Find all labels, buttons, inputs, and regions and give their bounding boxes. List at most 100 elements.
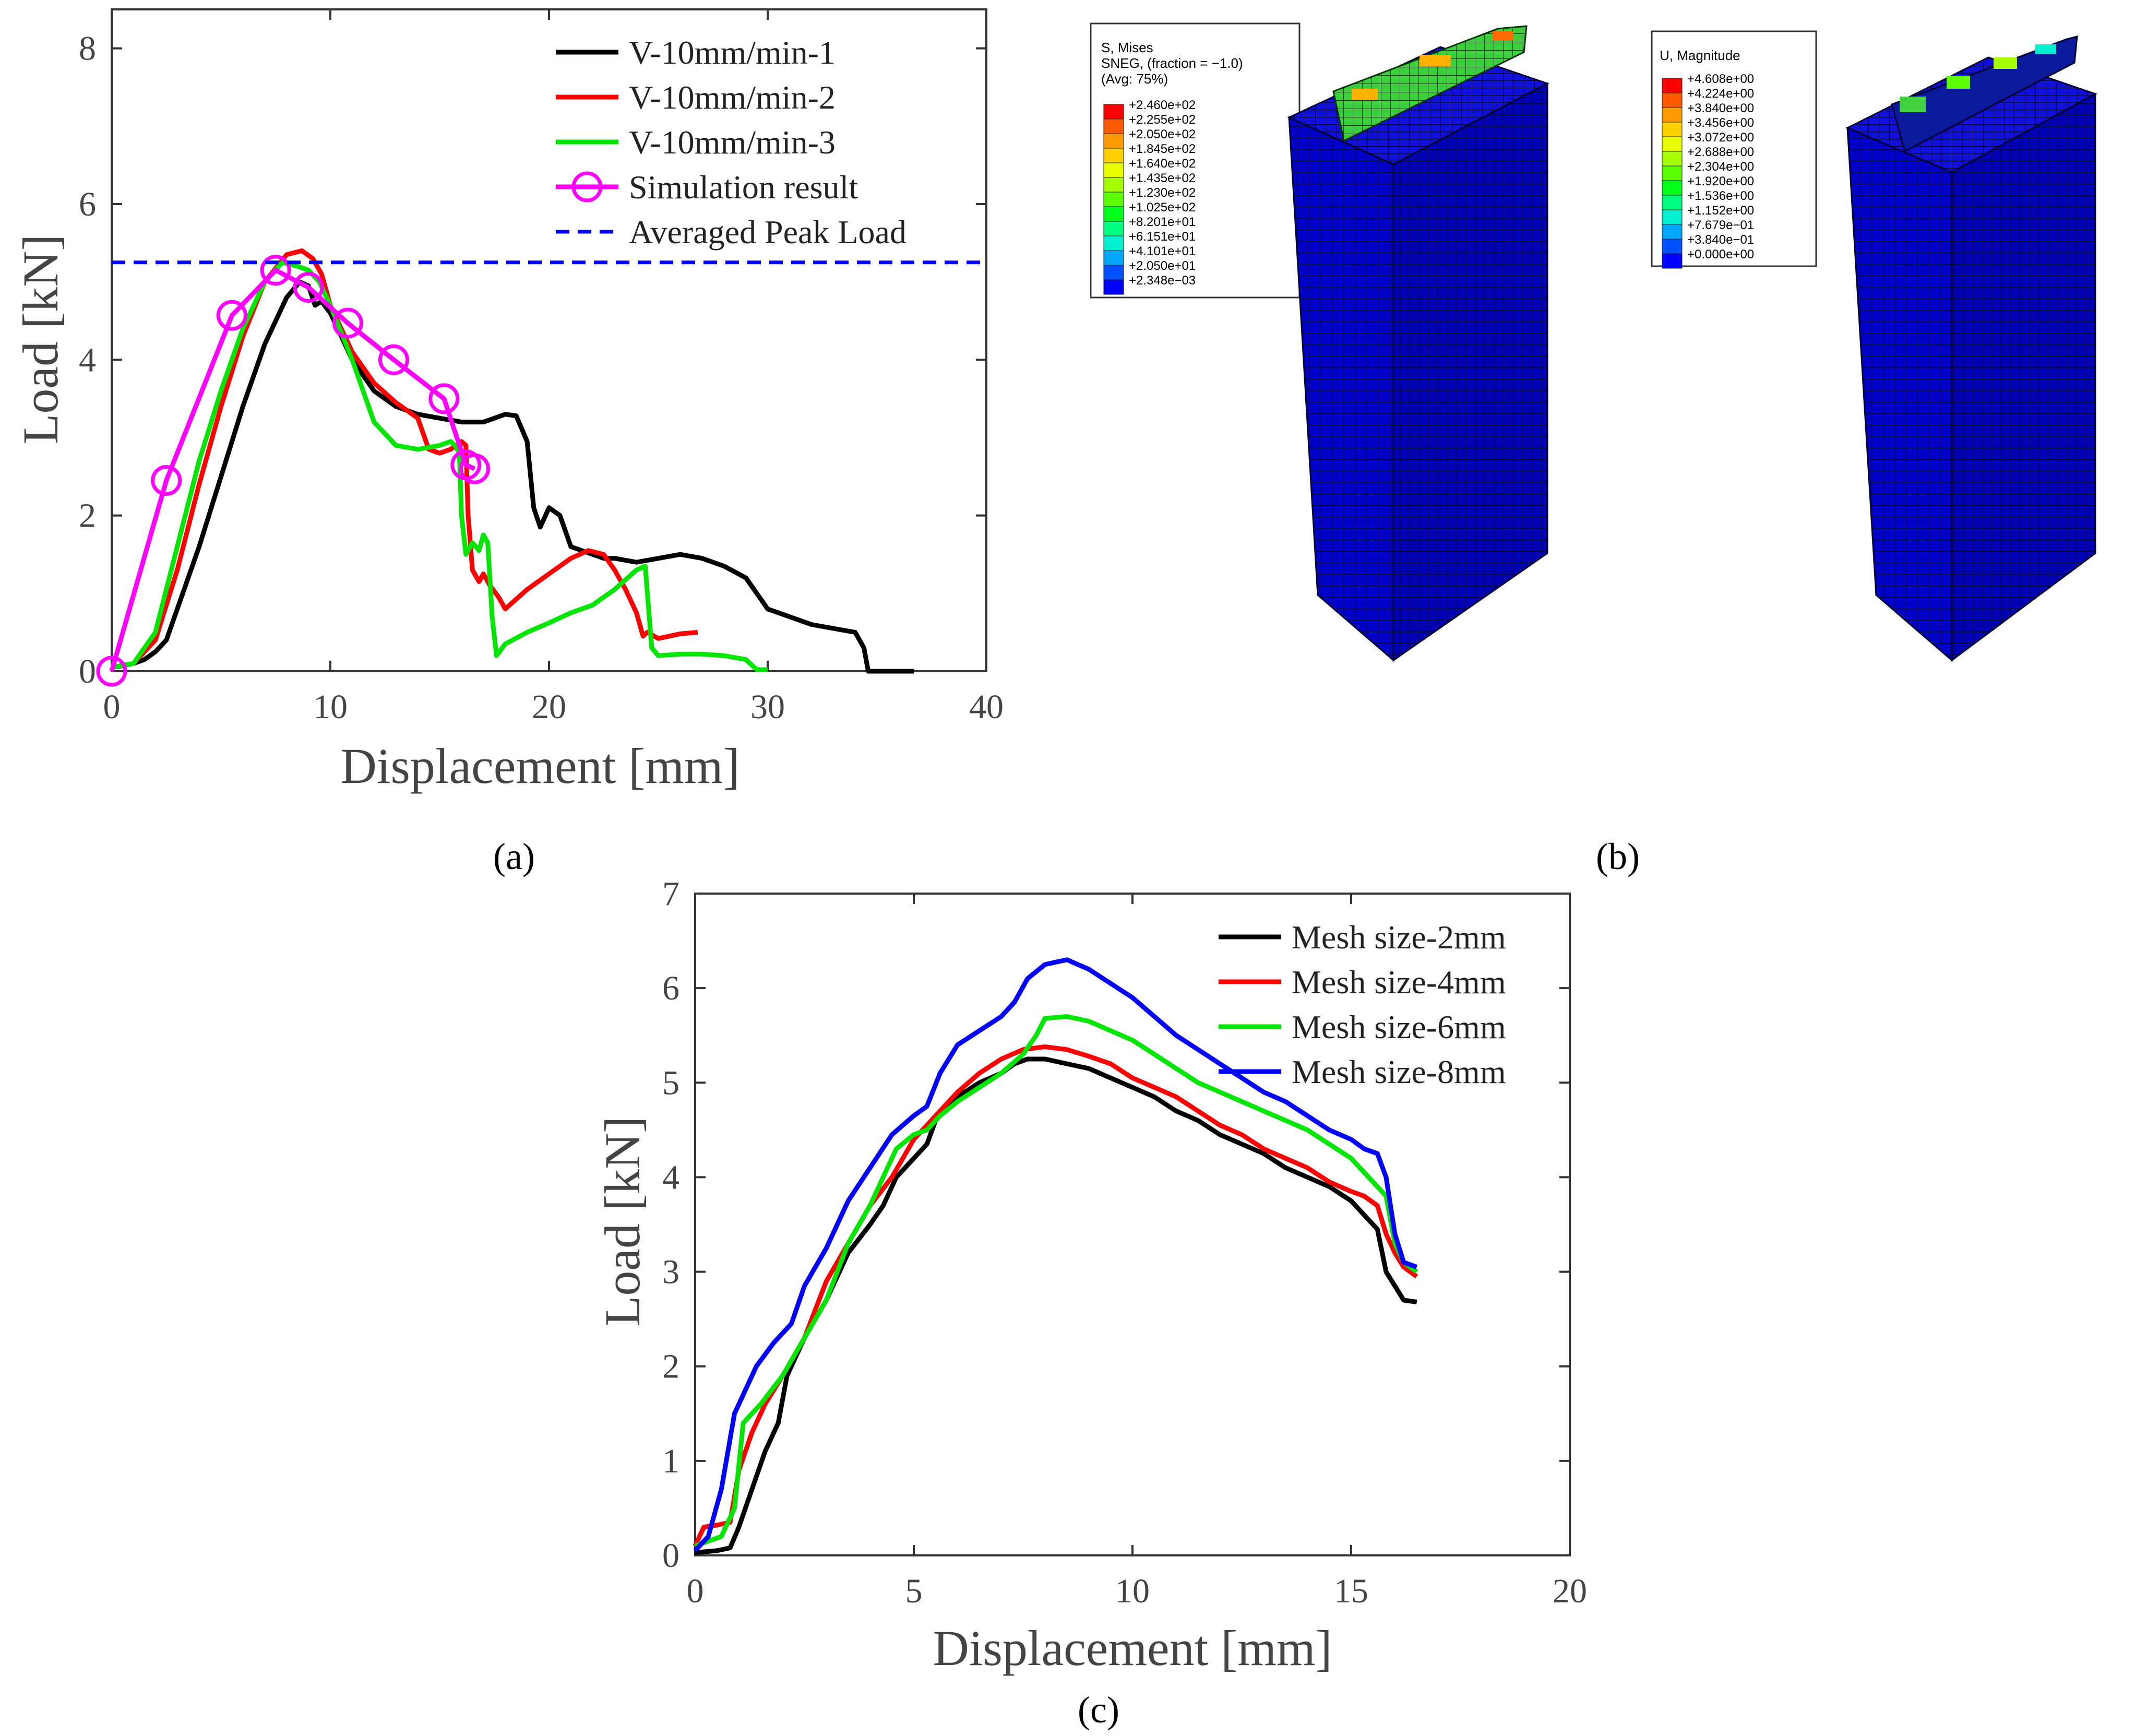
x-tick-label: 10	[1115, 1572, 1150, 1610]
x-tick-label: 15	[1334, 1572, 1368, 1610]
model-side-face	[1951, 92, 2096, 662]
displacement-model	[1845, 35, 2097, 662]
colorbar-swatch	[1103, 192, 1124, 207]
colorbar-value: +1.536e+00	[1687, 189, 1754, 203]
colorbar-value: +2.460e+02	[1129, 98, 1196, 112]
series-line-0	[111, 279, 914, 674]
panel-label-c: (c)	[1078, 1689, 1119, 1731]
series-line-2	[694, 1014, 1418, 1549]
x-tick-label: 30	[750, 688, 785, 726]
y-tick-label: 6	[79, 185, 96, 223]
colorbar-value: +1.152e+00	[1687, 204, 1754, 218]
colorbar-swatch	[1662, 239, 1683, 254]
colorbar-value: +2.688e+00	[1687, 145, 1754, 159]
colorbar-value: +1.025e+02	[1129, 200, 1196, 215]
colorbar-value: +3.072e+00	[1687, 130, 1754, 145]
colorbar-swatch	[1103, 118, 1124, 134]
y-tick-label: 5	[662, 1064, 679, 1102]
colorbar-swatch	[1662, 78, 1683, 93]
colorbar-value: +1.920e+00	[1687, 174, 1754, 188]
x-tick-label: 10	[313, 688, 348, 726]
colorbar-value: +4.224e+00	[1687, 87, 1754, 101]
stress-legend-box	[1090, 22, 1301, 299]
series-line-3	[693, 957, 1418, 1552]
colorbar-swatch	[1103, 206, 1124, 222]
plot-area	[694, 893, 1571, 1556]
stress-legend: S, Mises SNEG, (fraction = −1.0) (Avg: 7…	[1090, 22, 1301, 299]
y-tick-label: 6	[662, 969, 679, 1007]
legend-label: Mesh size-4mm	[1292, 964, 1506, 1001]
colorbar-swatch	[1662, 224, 1683, 240]
model-front-face	[1846, 126, 1953, 662]
y-axis: 0 1 2 3 4 5 6 7	[662, 875, 1570, 1575]
stress-colorbar: +2.460e+02+2.255e+02+2.050e+02+1.845e+02…	[1103, 98, 1196, 295]
x-tick-label: 0	[687, 1572, 704, 1610]
colorbar-swatch	[1103, 265, 1124, 280]
y-tick-label: 0	[662, 1537, 679, 1575]
data-point	[428, 383, 460, 414]
legend: Mesh size-2mm Mesh size-4mm Mesh size-6mm M…	[1219, 919, 1506, 1090]
data-point	[260, 255, 291, 286]
colorbar-value: +2.304e+00	[1687, 160, 1754, 174]
colorbar-value: +7.679e−01	[1687, 218, 1754, 232]
colorbar-swatch	[1103, 221, 1124, 236]
series-group	[693, 957, 1418, 1555]
hotspot	[1994, 57, 2017, 69]
hotspot	[1420, 55, 1451, 66]
colorbar-value: +2.050e+02	[1129, 127, 1196, 141]
legend-label: V-10mm/min-3	[629, 124, 836, 161]
displacement-legend: U, Magnitude +4.608e+00+4.224e+00+3.840e…	[1651, 30, 1817, 269]
legend-label: Mesh size-6mm	[1292, 1008, 1506, 1045]
colorbar-value: +1.435e+02	[1129, 171, 1196, 185]
y-tick-label: 7	[662, 875, 679, 913]
hotspot	[1900, 97, 1926, 112]
y-tick-label: 4	[662, 1158, 679, 1196]
colorbar-value: +2.050e+01	[1129, 259, 1196, 273]
legend: V-10mm/min-1 V-10mm/min-2 V-10mm/min-3 Simu…	[556, 34, 907, 251]
y-tick-label: 0	[79, 652, 96, 691]
legend-label: Mesh size-8mm	[1292, 1053, 1506, 1090]
y-tick-label: 2	[79, 497, 96, 535]
colorbar-swatch	[1662, 122, 1683, 137]
colorbar-value: +3.840e+00	[1687, 101, 1754, 115]
data-point	[151, 465, 182, 496]
colorbar-swatch	[1103, 133, 1124, 149]
colorbar-swatch	[1662, 165, 1683, 181]
deformed-rib	[1332, 25, 1528, 142]
colorbar-value: +8.201e+01	[1129, 215, 1196, 229]
panel-label-a: (a)	[493, 836, 535, 877]
displacement-colorbar: +4.608e+00+4.224e+00+3.840e+00+3.456e+00…	[1662, 72, 1754, 269]
panel-label-b: (b)	[1596, 836, 1640, 877]
data-point	[293, 272, 324, 303]
x-tick-label: 20	[1553, 1572, 1587, 1610]
legend-label: Averaged Peak Load	[629, 213, 907, 251]
colorbar-value: +3.456e+00	[1687, 116, 1754, 130]
plot-area	[111, 8, 987, 672]
colorbar-value: +1.230e+02	[1129, 186, 1196, 200]
colorbar-swatch	[1662, 107, 1683, 123]
hotspot	[2035, 44, 2056, 54]
x-tick-label: 20	[532, 688, 566, 726]
hotspot	[1493, 31, 1513, 41]
colorbar-value: +2.255e+02	[1129, 113, 1196, 127]
stress-legend-title-3: (Avg: 75%)	[1101, 71, 1168, 87]
colorbar-swatch	[1662, 136, 1683, 152]
y-tick-label: 8	[79, 30, 96, 68]
displacement-legend-title: U, Magnitude	[1660, 47, 1740, 63]
colorbar-swatch	[1662, 151, 1683, 167]
colorbar-swatch	[1103, 162, 1124, 178]
colorbar-value: +3.840e−01	[1687, 233, 1754, 247]
y-tick-label: 2	[662, 1348, 679, 1386]
colorbar-swatch	[1103, 279, 1124, 295]
colorbar-swatch	[1662, 253, 1683, 269]
model-front-face	[1288, 116, 1394, 662]
data-point	[332, 307, 364, 339]
legend-label: Mesh size-2mm	[1292, 919, 1506, 956]
x-tick-label: 5	[905, 1572, 923, 1610]
data-point	[96, 656, 127, 687]
x-axis-label: Displacement [mm]	[933, 1620, 1332, 1676]
model-side-face	[1392, 82, 1548, 662]
colorbar-swatch	[1662, 92, 1683, 108]
x-tick-label: 40	[969, 688, 1004, 726]
